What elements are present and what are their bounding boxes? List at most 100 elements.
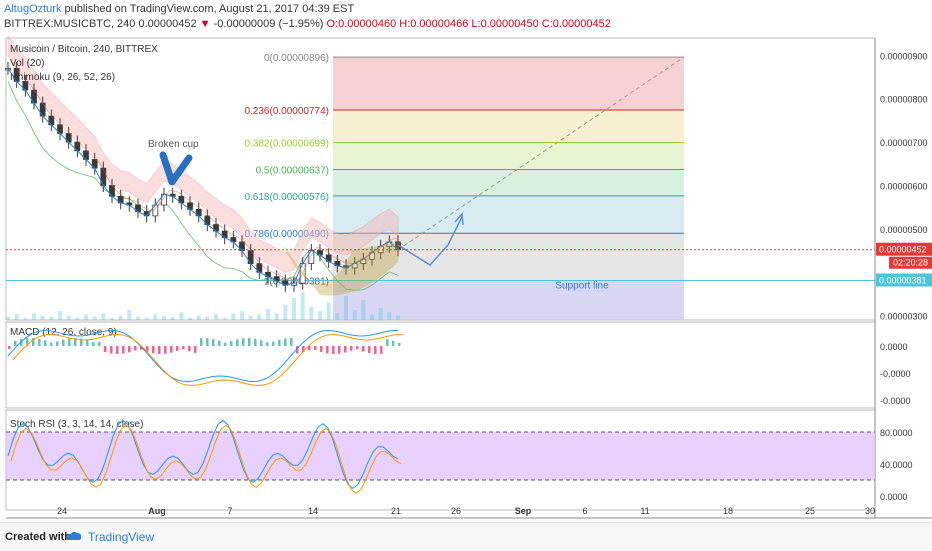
time-tick-label: Aug bbox=[148, 506, 166, 516]
volume-bar bbox=[257, 314, 262, 320]
volume-bar bbox=[214, 314, 218, 320]
volume-bar bbox=[58, 311, 62, 320]
macd-histogram-bar bbox=[344, 346, 347, 353]
volume-bar bbox=[179, 312, 184, 320]
ichimoku-indicator-label: Ichimoku (9, 26, 52, 26) bbox=[10, 72, 115, 83]
macd-histogram-bar bbox=[302, 346, 305, 353]
macd-histogram-bar bbox=[338, 346, 341, 354]
fib-zone bbox=[333, 57, 684, 111]
volume-bar bbox=[40, 315, 45, 320]
support-line-label: Support line bbox=[555, 281, 609, 292]
macd-histogram-bar bbox=[50, 342, 53, 346]
time-tick-label: 7 bbox=[227, 506, 232, 516]
ichimoku-lagging-span bbox=[7, 81, 399, 291]
macd-histogram-bar bbox=[248, 338, 251, 346]
volume-bar bbox=[144, 317, 149, 320]
volume-bar bbox=[266, 309, 270, 320]
price-change: -0.00000009 (−1.95%) bbox=[213, 18, 324, 30]
macd-histogram-bar bbox=[20, 339, 23, 346]
time-tick-label: 18 bbox=[723, 506, 733, 516]
macd-histogram-bar bbox=[224, 342, 227, 346]
fib-level-label: 0(0.00000896) bbox=[264, 53, 329, 64]
volume-bar bbox=[396, 315, 400, 320]
volume-bar bbox=[292, 298, 296, 320]
fib-level-label: 0.236(0.00000774) bbox=[244, 106, 329, 117]
chart[interactable]: 0(0.00000896) 0.236(0.00000774) 0.382(0.00… bbox=[0, 0, 932, 522]
macd-histogram-bar bbox=[350, 346, 353, 351]
volume-bar bbox=[153, 314, 158, 320]
macd-histogram-bar bbox=[230, 341, 233, 346]
macd-histogram-bar bbox=[170, 346, 173, 353]
volume-bar bbox=[378, 307, 383, 320]
volume-bar bbox=[92, 316, 97, 320]
price-tick-label: 0.00000300 bbox=[880, 312, 928, 322]
macd-histogram-bar bbox=[80, 338, 83, 346]
volume-bar bbox=[274, 313, 279, 320]
macd-histogram-bar bbox=[44, 340, 47, 346]
macd-histogram-bar bbox=[296, 346, 299, 354]
volume-bar bbox=[222, 317, 227, 320]
tradingview-brand[interactable]: TradingView bbox=[88, 530, 155, 544]
author-link[interactable]: AltugOzturk bbox=[4, 3, 62, 15]
volume-bar bbox=[387, 312, 392, 320]
volume-bar bbox=[318, 311, 322, 320]
down-arrow-icon: ▼ bbox=[199, 18, 211, 30]
macd-histogram-bar bbox=[320, 346, 323, 352]
macd-title: MACD (12, 26, close, 9) bbox=[10, 327, 117, 338]
tradingview-logo-icon bbox=[66, 531, 82, 540]
time-tick-label: Sep bbox=[515, 506, 532, 516]
volume-bar bbox=[6, 316, 10, 320]
macd-histogram-bar bbox=[242, 338, 245, 346]
macd-histogram-bar bbox=[128, 346, 131, 353]
macd-histogram-bar bbox=[212, 339, 215, 346]
macd-histogram-bar bbox=[266, 342, 269, 346]
macd-histogram-bar bbox=[104, 346, 107, 353]
macd-histogram-bar bbox=[260, 340, 263, 346]
price-pane-title: Musicoin / Bitcoin, 240, BITTREX bbox=[10, 44, 158, 55]
macd-histogram-bar bbox=[200, 338, 203, 346]
macd-histogram-bar bbox=[98, 341, 101, 346]
macd-histogram-bar bbox=[332, 346, 335, 354]
volume-bar bbox=[240, 311, 244, 320]
volume-bar bbox=[32, 313, 36, 320]
macd-histogram-bar bbox=[290, 338, 293, 346]
volume-bar bbox=[344, 295, 348, 320]
trend-projection-line bbox=[397, 56, 685, 251]
volume-bar bbox=[66, 315, 71, 320]
volume-bar bbox=[231, 313, 236, 320]
macd-histogram-bar bbox=[152, 346, 155, 354]
projection-arrowhead bbox=[454, 212, 464, 226]
stoch-d-line bbox=[10, 424, 402, 494]
price-series-line bbox=[7, 68, 399, 286]
macd-histogram-bar bbox=[140, 346, 143, 350]
countdown-badge bbox=[889, 256, 932, 269]
macd-histogram-bar bbox=[116, 346, 119, 354]
projection-arrow bbox=[397, 216, 463, 266]
macd-histogram-bar bbox=[254, 338, 257, 346]
volume-bar bbox=[205, 316, 210, 320]
macd-histogram-bar bbox=[374, 346, 377, 354]
fib-zone bbox=[333, 280, 684, 320]
volume-bar bbox=[248, 315, 253, 320]
macd-histogram-bar bbox=[86, 340, 89, 346]
volume-bar bbox=[283, 304, 288, 320]
macd-histogram-bar bbox=[398, 342, 401, 346]
macd-histogram-bar bbox=[278, 339, 281, 346]
volume-bar bbox=[84, 314, 88, 320]
volume-bar bbox=[127, 310, 132, 320]
macd-tick-label: 0.0000 bbox=[880, 342, 908, 352]
support-price-badge-text: 0.00000381 bbox=[879, 276, 927, 286]
fib-level-label: 0.786(0.00000490) bbox=[244, 229, 329, 240]
macd-line bbox=[7, 329, 399, 383]
fib-zone bbox=[333, 110, 684, 143]
volume-bar bbox=[188, 317, 192, 320]
publish-line: AltugOzturk published on TradingView.com… bbox=[4, 3, 354, 15]
volume-bar bbox=[300, 292, 305, 320]
time-tick-label: 26 bbox=[451, 506, 461, 516]
fib-level-label: 1(0.00000381) bbox=[264, 277, 329, 288]
volume-bar bbox=[196, 315, 201, 320]
macd-tick-label: -0.0000 bbox=[880, 369, 911, 379]
fib-level-label: 0.5(0.00000637) bbox=[256, 165, 329, 176]
macd-histogram-bar bbox=[182, 346, 185, 350]
price-tick-label: 0.00000900 bbox=[880, 51, 928, 61]
